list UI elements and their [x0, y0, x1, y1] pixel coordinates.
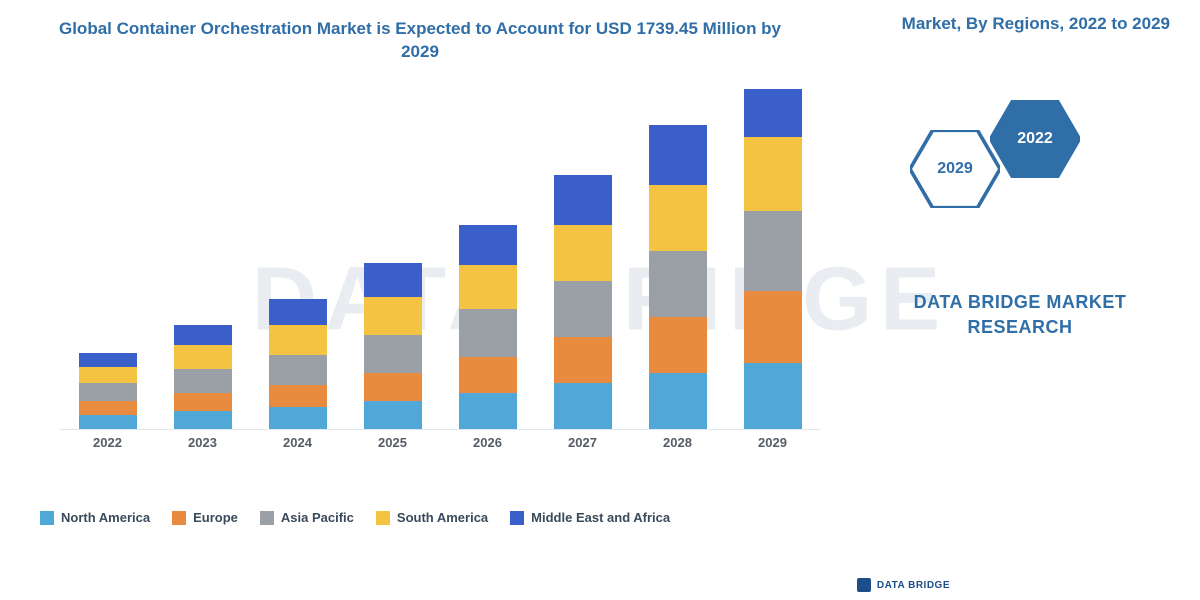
bar-segment — [79, 353, 137, 367]
bar-segment — [459, 357, 517, 393]
x-axis-label: 2025 — [364, 435, 422, 465]
legend-label: Europe — [193, 510, 238, 525]
legend-item: South America — [376, 510, 488, 525]
plot-area — [60, 90, 820, 430]
x-axis-label: 2022 — [79, 435, 137, 465]
bar-column — [269, 299, 327, 429]
bar-segment — [364, 297, 422, 335]
legend-label: Middle East and Africa — [531, 510, 670, 525]
bar-segment — [649, 373, 707, 429]
bar-segment — [649, 125, 707, 185]
hex-badge-2029-label: 2029 — [910, 160, 1000, 178]
bar-segment — [269, 407, 327, 429]
legend-swatch — [40, 511, 54, 525]
bar-column — [554, 175, 612, 429]
bar-segment — [174, 325, 232, 345]
legend-item: Europe — [172, 510, 238, 525]
hex-badge-2022-label: 2022 — [990, 130, 1080, 148]
bars-container — [60, 89, 820, 429]
brand-line-2: RESEARCH — [967, 317, 1072, 337]
bar-segment — [554, 225, 612, 281]
bar-segment — [554, 281, 612, 337]
bar-segment — [649, 251, 707, 317]
x-axis-label: 2027 — [554, 435, 612, 465]
footer-logo: DATA BRIDGE — [857, 578, 950, 592]
legend-item: Middle East and Africa — [510, 510, 670, 525]
legend-swatch — [510, 511, 524, 525]
bar-segment — [79, 401, 137, 415]
bar-segment — [269, 325, 327, 355]
chart-subtitle: Market, By Regions, 2022 to 2029 — [902, 14, 1170, 34]
page-root: DATA BRIDGE Global Container Orchestrati… — [0, 0, 1200, 600]
hex-badge-2022: 2022 — [990, 100, 1080, 178]
bar-segment — [459, 265, 517, 309]
bar-segment — [554, 383, 612, 429]
x-axis-label: 2023 — [174, 435, 232, 465]
x-axis-label: 2026 — [459, 435, 517, 465]
bar-segment — [79, 383, 137, 401]
bar-segment — [364, 263, 422, 297]
bar-segment — [174, 411, 232, 429]
bar-column — [459, 225, 517, 429]
bar-segment — [174, 369, 232, 393]
legend: North America Europe Asia Pacific South Ame… — [40, 510, 840, 525]
legend-label: South America — [397, 510, 488, 525]
bar-segment — [744, 363, 802, 429]
bar-segment — [649, 317, 707, 373]
bar-segment — [744, 137, 802, 211]
legend-swatch — [260, 511, 274, 525]
bar-segment — [364, 335, 422, 373]
chart-title: Global Container Orchestration Market is… — [40, 18, 800, 64]
bar-column — [364, 263, 422, 429]
bar-segment — [174, 393, 232, 411]
bar-segment — [459, 393, 517, 429]
hex-badge-2029: 2029 — [910, 130, 1000, 208]
bar-segment — [79, 415, 137, 429]
x-axis: 2022 2023 2024 2025 2026 2027 2028 2029 — [60, 435, 820, 465]
bar-segment — [269, 385, 327, 407]
stacked-bar-chart: 2022 2023 2024 2025 2026 2027 2028 2029 — [60, 90, 820, 470]
bar-segment — [744, 211, 802, 291]
bar-segment — [459, 225, 517, 265]
bar-segment — [744, 291, 802, 363]
bar-segment — [269, 355, 327, 385]
bar-segment — [364, 401, 422, 429]
brand-name: DATA BRIDGE MARKET RESEARCH — [870, 290, 1170, 340]
right-panel: 2022 2029 DATA BRIDGE MARKET RESEARCH — [870, 100, 1170, 500]
x-axis-label: 2024 — [269, 435, 327, 465]
bar-column — [649, 125, 707, 429]
legend-swatch — [172, 511, 186, 525]
legend-item: North America — [40, 510, 150, 525]
legend-label: North America — [61, 510, 150, 525]
bar-segment — [554, 337, 612, 383]
bar-segment — [744, 89, 802, 137]
x-axis-label: 2028 — [649, 435, 707, 465]
bar-segment — [554, 175, 612, 225]
footer-logo-icon — [857, 578, 871, 592]
x-axis-label: 2029 — [744, 435, 802, 465]
bar-column — [744, 89, 802, 429]
bar-segment — [174, 345, 232, 369]
bar-segment — [364, 373, 422, 401]
bar-segment — [269, 299, 327, 325]
bar-segment — [459, 309, 517, 357]
brand-line-1: DATA BRIDGE MARKET — [914, 292, 1127, 312]
bar-segment — [649, 185, 707, 251]
bar-segment — [79, 367, 137, 383]
bar-column — [174, 325, 232, 429]
bar-column — [79, 353, 137, 429]
legend-swatch — [376, 511, 390, 525]
footer-logo-text: DATA BRIDGE — [877, 580, 950, 591]
legend-label: Asia Pacific — [281, 510, 354, 525]
legend-item: Asia Pacific — [260, 510, 354, 525]
